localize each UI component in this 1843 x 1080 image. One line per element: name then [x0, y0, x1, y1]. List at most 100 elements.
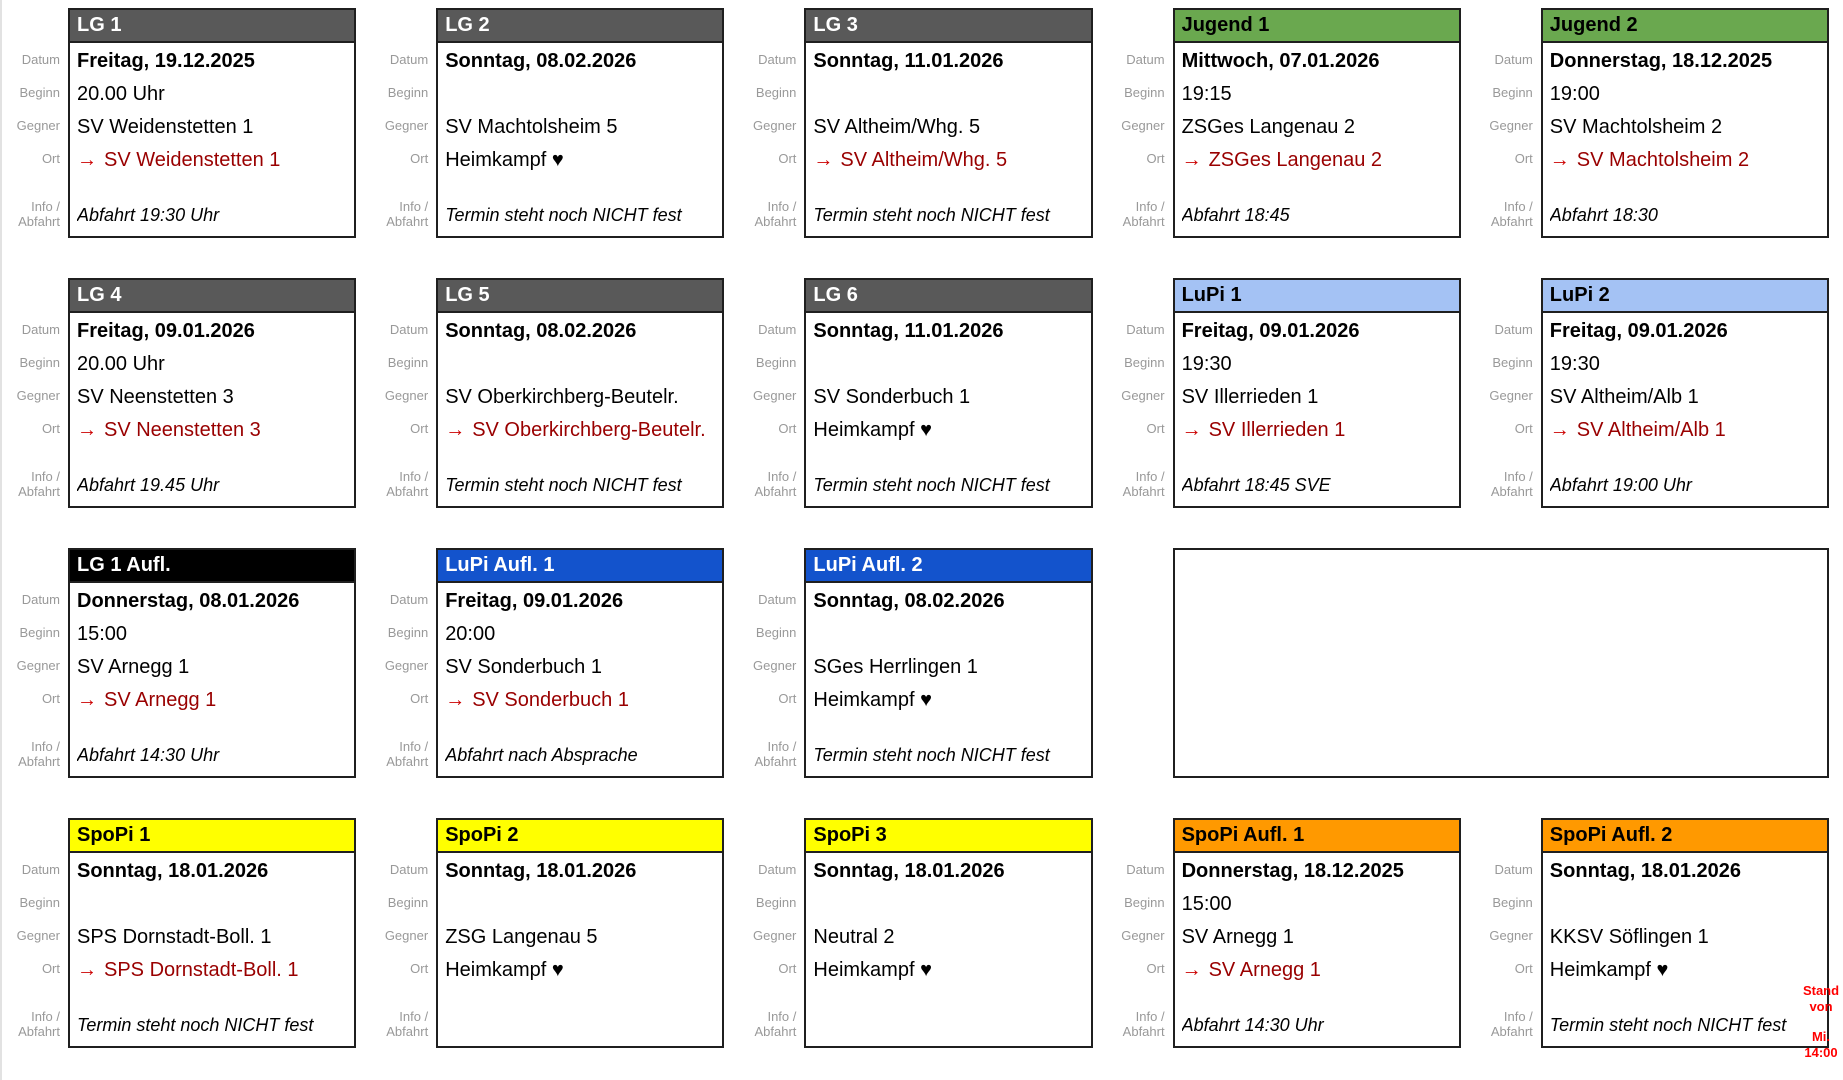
row-spacer: [445, 987, 722, 1009]
card-title: LuPi 1: [1174, 280, 1459, 313]
datum-value: Donnerstag, 18.12.2025: [1549, 50, 1773, 72]
gegner-value: SGes Herrlingen 1: [813, 656, 978, 678]
beginn-value: [813, 888, 1090, 921]
ort-value: → SV Oberkirchberg-Beutelr.: [445, 414, 722, 447]
row-label-ort: Ort: [1514, 421, 1533, 437]
row-spacer: [813, 447, 1090, 469]
schedule-cell: Datum Beginn Gegner Ort Info / Abfahrt L…: [370, 270, 738, 540]
ort-away-text: SV Sonderbuch 1: [472, 689, 629, 711]
row-label-info-abfahrt: Info / Abfahrt: [2, 1008, 68, 1041]
ort-value: Heimkampf ♥: [813, 419, 932, 441]
ort-value: → SPS Dornstadt-Boll. 1: [77, 954, 354, 987]
datum-value: Sonntag, 08.02.2026: [445, 50, 637, 72]
ort-away-text: SV Neenstetten 3: [104, 419, 261, 441]
row-label-spacer: [1107, 176, 1173, 198]
gegner-value: SV Machtolsheim 5: [445, 116, 618, 138]
schedule-cell: Datum Beginn Gegner Ort Info / Abfahrt J…: [1107, 0, 1475, 270]
note-line-gap: [1795, 1015, 1843, 1029]
row-label-gutter: Datum Beginn Gegner Ort Info / Abfahrt: [370, 548, 436, 771]
schedule-cell: Datum Beginn Gegner Ort Info / Abfahrt L…: [738, 540, 1106, 810]
row-spacer: [445, 717, 722, 739]
beginn-value: 15:00: [1181, 893, 1232, 915]
away-arrow-icon: →: [1549, 419, 1570, 441]
beginn-value: [1550, 888, 1827, 921]
row-spacer: [1182, 177, 1459, 199]
schedule-cell: Datum Beginn Gegner Ort Info / Abfahrt L…: [738, 0, 1106, 270]
ort-away-text: ZSGes Langenau 2: [1208, 149, 1383, 171]
row-label-gutter: Datum Beginn Gegner Ort Info / Abfahrt: [1475, 818, 1541, 1041]
row-spacer: [813, 717, 1090, 739]
row-label-datum: Datum: [389, 862, 429, 878]
info-abfahrt-value: Termin steht noch NICHT fest: [813, 475, 1050, 495]
beginn-value: 19:30: [1549, 353, 1600, 375]
datum-value: Mittwoch, 07.01.2026: [1181, 50, 1380, 72]
schedule-cell: Datum Beginn Gegner Ort Info / Abfahrt S…: [2, 810, 370, 1080]
row-label-gegner: Gegner: [1121, 118, 1165, 134]
datum-value: Sonntag, 08.02.2026: [813, 590, 1005, 612]
row-label-gutter: Datum Beginn Gegner Ort Info / Abfahrt: [1107, 8, 1173, 231]
row-label-info-line2: Abfahrt: [754, 753, 797, 769]
note-line: von: [1809, 999, 1833, 1014]
row-label-gutter: Datum Beginn Gegner Ort Info / Abfahrt: [2, 818, 68, 1041]
row-label-beginn: Beginn: [387, 355, 429, 371]
note-line: Stand: [1802, 983, 1840, 998]
info-abfahrt-value: Abfahrt 14:30 Uhr: [77, 745, 220, 765]
row-label-info-abfahrt: Info / Abfahrt: [1475, 1008, 1541, 1041]
row-label-ort: Ort: [410, 691, 429, 707]
match-card-lupi-2: LuPi 2 Freitag, 09.01.2026 19:30 SV Alth…: [1540, 278, 1829, 508]
gegner-value: SV Sonderbuch 1: [813, 386, 971, 408]
row-label-info-line1: Info /: [767, 739, 797, 755]
row-label-datum: Datum: [389, 592, 429, 608]
row-spacer: [77, 177, 354, 199]
row-label-gegner: Gegner: [384, 118, 429, 134]
away-arrow-icon: →: [445, 689, 466, 711]
row-label-ort: Ort: [41, 961, 60, 977]
row-label-ort: Ort: [778, 961, 797, 977]
ort-away-text: SPS Dornstadt-Boll. 1: [104, 959, 299, 981]
schedule-cell: Datum Beginn Gegner Ort Info / Abfahrt S…: [1475, 810, 1843, 1080]
match-card-lg-1-aufl: LG 1 Aufl. Donnerstag, 08.01.2026 15:00 …: [68, 548, 357, 778]
row-label-beginn: Beginn: [19, 355, 60, 371]
row-label-spacer: [1107, 986, 1173, 1008]
beginn-value: 20:00: [445, 623, 496, 645]
card-title: Jugend 1: [1174, 10, 1459, 43]
match-card-spopi-3: SpoPi 3 Sonntag, 18.01.2026 Neutral 2 He…: [804, 818, 1093, 1048]
match-card-lupi-1: LuPi 1 Freitag, 09.01.2026 19:30 SV Ille…: [1172, 278, 1461, 508]
row-label-datum: Datum: [1494, 322, 1533, 338]
card-body: Sonntag, 11.01.2026 SV Sonderbuch 1 Heim…: [806, 313, 1090, 502]
gegner-value: SV Arnegg 1: [77, 656, 190, 678]
row-label-info-line2: Abfahrt: [18, 213, 60, 229]
row-label-gegner: Gegner: [1489, 118, 1533, 134]
row-label-spacer: [1107, 446, 1173, 468]
away-arrow-icon: →: [77, 689, 97, 711]
schedule-cell: Datum Beginn Gegner Ort Info / Abfahrt L…: [370, 0, 738, 270]
card-body: Sonntag, 18.01.2026 SPS Dornstadt-Boll. …: [70, 853, 354, 1042]
beginn-value: 20.00 Uhr: [77, 83, 165, 105]
row-spacer: [813, 177, 1090, 199]
row-label-ort: Ort: [1514, 961, 1533, 977]
row-label-gegner: Gegner: [16, 388, 60, 404]
row-label-gutter: Datum Beginn Gegner Ort Info / Abfahrt: [1107, 278, 1173, 501]
row-label-ort: Ort: [778, 421, 797, 437]
row-label-datum: Datum: [758, 52, 797, 68]
info-abfahrt-value: Abfahrt 19:30 Uhr: [77, 205, 220, 225]
card-title: SpoPi Aufl. 2: [1542, 820, 1827, 853]
row-label-datum: Datum: [1494, 862, 1533, 878]
match-card-lg-2: LG 2 Sonntag, 08.02.2026 SV Machtolsheim…: [436, 8, 725, 238]
card-body: Sonntag, 08.02.2026 SV Machtolsheim 5 He…: [438, 43, 722, 232]
row-spacer: [77, 717, 354, 739]
gegner-value: SV Oberkirchberg-Beutelr.: [445, 386, 679, 408]
row-label-spacer: [2, 176, 68, 198]
row-label-info-line2: Abfahrt: [18, 1023, 60, 1039]
row-spacer: [1550, 987, 1827, 1009]
away-arrow-icon: →: [813, 149, 834, 171]
beginn-value: [813, 348, 1090, 381]
gegner-value: ZSG Langenau 5: [445, 926, 598, 948]
row-label-beginn: Beginn: [755, 895, 797, 911]
row-label-gutter: Datum Beginn Gegner Ort Info / Abfahrt: [1475, 278, 1541, 501]
ort-value: → SV Weidenstetten 1: [77, 144, 354, 177]
datum-value: Freitag, 19.12.2025: [77, 50, 255, 72]
ort-away-text: SV Weidenstetten 1: [104, 149, 281, 171]
row-label-beginn: Beginn: [755, 625, 797, 641]
row-label-spacer: [2, 986, 68, 1008]
